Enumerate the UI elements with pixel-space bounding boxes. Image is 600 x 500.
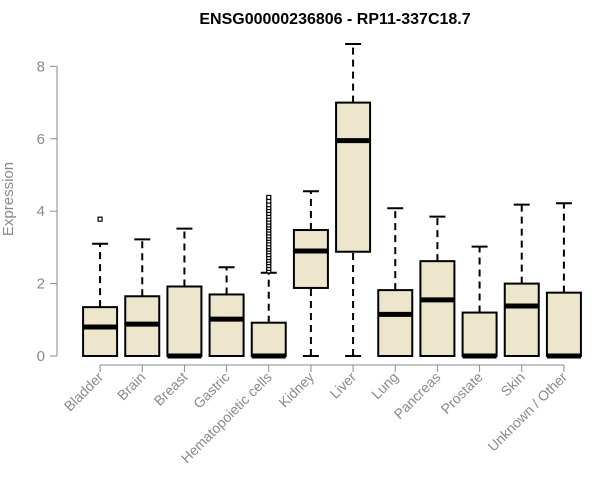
box-iqr <box>335 101 372 253</box>
x-tick-label: Prostate <box>438 369 486 417</box>
y-tick-label: 0 <box>37 348 45 365</box>
x-tick-label: Liver <box>326 369 359 402</box>
box-unknown-other <box>545 202 582 359</box>
x-tick-label: Pancreas <box>390 369 443 422</box>
box-breast <box>166 227 203 359</box>
box-iqr <box>545 291 582 357</box>
box-iqr <box>208 293 245 357</box>
x-tick-label: Brain <box>114 369 148 403</box>
box-lung <box>377 207 414 357</box>
box-iqr <box>166 285 203 357</box>
y-axis-label: Expression <box>0 162 17 236</box>
box-iqr <box>461 311 498 357</box>
box-hematopoietic-cells <box>250 194 287 359</box>
x-tick-label: Kidney <box>275 369 317 411</box>
y-axis: 0 2 4 6 8 <box>37 58 58 365</box>
box-iqr <box>377 289 414 357</box>
box-iqr <box>250 321 287 358</box>
box-prostate <box>461 245 498 359</box>
box-kidney <box>292 190 329 357</box>
y-tick-label: 4 <box>37 203 45 220</box>
box-bladder <box>82 216 119 358</box>
x-tick-label: Unknown / Other <box>484 369 570 455</box>
x-tick-label: Breast <box>151 369 191 409</box>
x-tick-label: Lung <box>368 369 401 402</box>
box-liver <box>335 42 372 357</box>
box-iqr <box>82 306 119 358</box>
box-gastric <box>208 266 245 357</box>
box-iqr <box>419 260 456 358</box>
box-pancreas <box>419 215 456 358</box>
outlier-point <box>97 216 103 222</box>
box-skin <box>503 203 540 358</box>
y-tick-label: 6 <box>37 131 45 148</box>
chart-title: ENSG00000236806 - RP11-337C18.7 <box>199 11 470 28</box>
box-series <box>82 42 582 359</box>
box-iqr <box>503 282 540 358</box>
y-tick-label: 8 <box>37 58 45 75</box>
x-tick-label: Bladder <box>61 369 107 415</box>
y-tick-label: 2 <box>37 276 45 293</box>
box-brain <box>124 238 161 357</box>
x-tick-label: Skin <box>497 369 528 400</box>
outlier-point <box>266 194 272 201</box>
box-iqr <box>292 229 329 289</box>
